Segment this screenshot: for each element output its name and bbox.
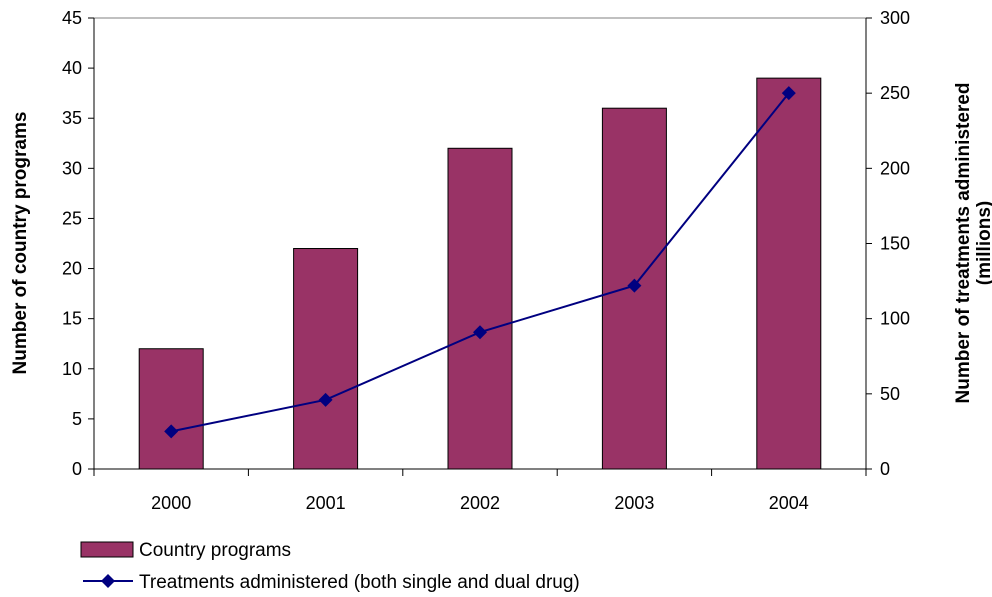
x-tick-label-2001: 2001 [306, 493, 346, 513]
y-left-tick-label: 15 [62, 309, 82, 329]
bar-2004 [756, 77, 822, 470]
line-series-group [164, 86, 796, 439]
y-right-tick-label: 200 [880, 158, 910, 178]
treatments-point-2004 [781, 86, 796, 101]
y-left-tick-label: 30 [62, 158, 82, 178]
treatments-point-2003 [627, 278, 642, 293]
y-right-tick-label: 100 [880, 309, 910, 329]
axes: 0 5 10 15 20 25 30 35 40 45 0 50 100 150 200 250 300 2000… [62, 8, 910, 513]
y-left-tick-label: 35 [62, 108, 82, 128]
legend-label-treatments: Treatments administered (both single and… [139, 572, 580, 593]
x-tick-label-2000: 2000 [151, 493, 191, 513]
y-left-tick-label: 25 [62, 208, 82, 228]
x-tick-label-2004: 2004 [769, 493, 809, 513]
x-tick-label-2003: 2003 [614, 493, 654, 513]
legend-swatch-country-programs [80, 541, 134, 558]
y-right-tick-label: 250 [880, 83, 910, 103]
bar-2000 [138, 348, 204, 470]
y-right-tick-label: 50 [880, 384, 900, 404]
y-left-tick-label: 40 [62, 58, 82, 78]
treatments-point-2000 [164, 424, 179, 439]
y-axis-left-title: Number of country programs [10, 112, 31, 375]
y-axis-right-title-line1: Number of treatments administered [953, 83, 974, 404]
treatments-point-2002 [473, 325, 487, 340]
y-left-tick-label: 0 [72, 459, 82, 479]
legend-marker-treatments [101, 574, 115, 588]
y-left-tick-label: 10 [62, 359, 82, 379]
y-axis-right-title-line2: (millions) [974, 201, 992, 285]
treatments-point-2001 [318, 392, 333, 407]
y-left-tick-label: 45 [62, 8, 82, 28]
y-right-tick-label: 300 [880, 8, 910, 28]
legend-label-country-programs: Country programs [139, 540, 291, 561]
y-right-tick-label: 150 [880, 234, 910, 254]
y-left-tick-label: 20 [62, 259, 82, 279]
x-tick-label-2002: 2002 [460, 493, 500, 513]
bar-2001 [293, 248, 359, 470]
legend: Country programs Treatments administered… [80, 540, 580, 593]
y-left-tick-label: 5 [72, 409, 82, 429]
y-right-tick-label: 0 [880, 459, 890, 479]
bar-2002 [447, 147, 513, 470]
